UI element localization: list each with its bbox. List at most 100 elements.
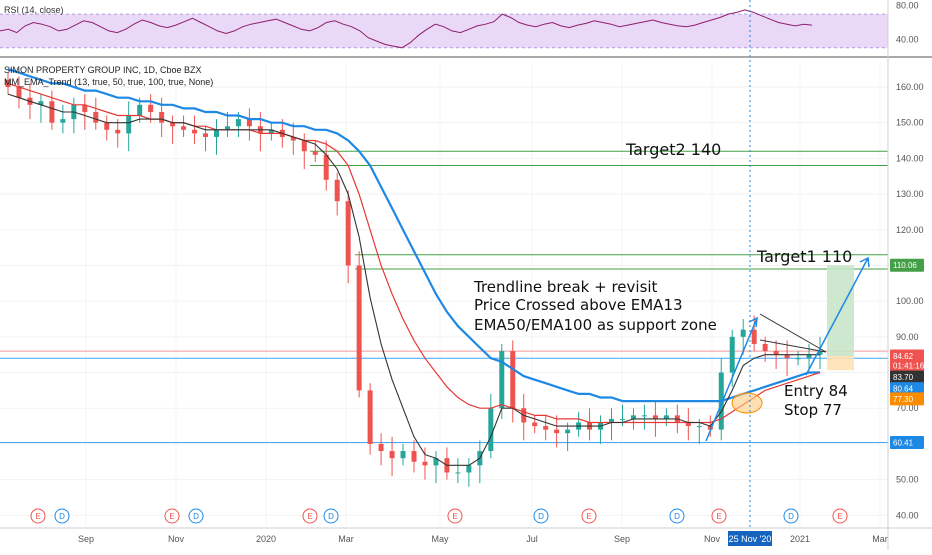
price-badge-label: 01:41:16 bbox=[893, 362, 925, 371]
event-marker-earnings bbox=[447, 508, 463, 524]
candle-body bbox=[565, 429, 571, 434]
candle-body bbox=[630, 415, 636, 419]
candle-body bbox=[762, 343, 768, 352]
candle-body bbox=[729, 336, 735, 373]
rsi-band bbox=[0, 14, 888, 48]
time-tick-label: Jul bbox=[526, 534, 538, 544]
candle-body bbox=[499, 351, 505, 409]
event-marker-label: D bbox=[328, 512, 334, 521]
candle-body bbox=[455, 472, 461, 474]
event-marker-label: E bbox=[837, 512, 842, 521]
candle-body bbox=[422, 461, 428, 466]
time-tick-label: Mar bbox=[872, 534, 888, 544]
event-marker-label: D bbox=[59, 512, 65, 521]
event-marker-dividend bbox=[533, 508, 549, 524]
candle-body bbox=[652, 415, 658, 419]
candle-body bbox=[115, 129, 121, 134]
candle-body bbox=[609, 418, 615, 423]
time-tick-label: May bbox=[431, 534, 449, 544]
time-tick-label: Nov bbox=[168, 534, 185, 544]
candle-body bbox=[137, 104, 143, 116]
event-marker-earnings bbox=[711, 508, 727, 524]
candle-body bbox=[93, 111, 99, 123]
candle-body bbox=[334, 179, 340, 202]
pennant-lower-line bbox=[759, 339, 827, 353]
candle-body bbox=[60, 119, 66, 123]
price-badge-bg bbox=[890, 382, 924, 396]
candle-body bbox=[784, 354, 790, 359]
time-tick-label: 2020 bbox=[256, 534, 276, 544]
price-tick-label: 160.00 bbox=[896, 82, 924, 92]
candle-body bbox=[49, 101, 55, 123]
breakout-arrowhead bbox=[748, 316, 758, 328]
candle-body bbox=[389, 451, 395, 459]
pennant-upper-line bbox=[759, 313, 827, 353]
candle-body bbox=[817, 351, 823, 355]
candle-body bbox=[696, 426, 702, 428]
price-tick-label: 50.00 bbox=[896, 475, 919, 485]
breakout-line bbox=[705, 317, 758, 442]
price-badge-bg bbox=[890, 258, 924, 272]
candle-body bbox=[104, 122, 110, 130]
event-marker-label: E bbox=[169, 512, 174, 521]
event-marker-label: E bbox=[307, 512, 312, 521]
candle-body bbox=[224, 126, 230, 130]
date-badge-label: 25 Nov '20 bbox=[729, 534, 772, 544]
candle-body bbox=[312, 151, 318, 155]
price-tick-label: 100.00 bbox=[896, 296, 924, 306]
candle-body bbox=[345, 201, 351, 266]
event-marker-label: E bbox=[716, 512, 721, 521]
ema50-line bbox=[7, 82, 821, 424]
time-tick-label: 2021 bbox=[790, 534, 810, 544]
event-marker-earnings bbox=[302, 508, 318, 524]
candle-body bbox=[192, 129, 198, 134]
candle-body bbox=[554, 429, 560, 434]
price-grid bbox=[0, 62, 888, 526]
candle-body bbox=[148, 104, 154, 112]
position-zones bbox=[827, 265, 854, 371]
annotation-target2: Target2 140 bbox=[625, 140, 721, 159]
price-badge-label: 110.06 bbox=[893, 261, 917, 270]
time-tick-label: Sep bbox=[614, 534, 630, 544]
price-badge-bg bbox=[890, 392, 924, 406]
event-marker-dividend bbox=[783, 508, 799, 524]
candle-body bbox=[356, 265, 362, 391]
event-marker-dividend bbox=[54, 508, 70, 524]
price-badge-bg bbox=[890, 435, 924, 449]
price-tick-label: 130.00 bbox=[896, 189, 924, 199]
event-marker-earnings bbox=[30, 508, 46, 524]
price-panel: SIMON PROPERTY GROUP INC, 1D, Cboe BZX M… bbox=[0, 0, 888, 528]
price-badge-label: 84.62 bbox=[893, 352, 914, 361]
price-badge-label: 83.70 bbox=[893, 373, 914, 382]
candle-body bbox=[773, 351, 779, 355]
time-tick-label: Mar bbox=[338, 534, 354, 544]
rsi-tick-label: 80.00 bbox=[896, 1, 919, 11]
candle-body bbox=[323, 154, 329, 180]
candle-body bbox=[740, 329, 746, 337]
event-marker-label: D bbox=[538, 512, 544, 521]
time-axis: Sep Nov 2020 Mar May Jul Sep Nov 2021 Mar bbox=[78, 534, 888, 544]
annotation-thesis-2: Price Crossed above EMA13 bbox=[474, 296, 683, 314]
annotation-thesis-1: Trendline break + revisit bbox=[473, 278, 658, 296]
price-badge-label: 80.64 bbox=[893, 385, 914, 394]
candle-body bbox=[806, 354, 812, 359]
chart-title: SIMON PROPERTY GROUP INC, 1D, Cboe BZX bbox=[4, 65, 202, 75]
crossover-highlight bbox=[731, 392, 763, 414]
price-axis: 40.0050.0060.0070.0080.0090.00100.00110.… bbox=[896, 82, 924, 520]
price-tick-label: 140.00 bbox=[896, 153, 924, 163]
price-tick-label: 120.00 bbox=[896, 225, 924, 235]
rsi-line bbox=[0, 9, 813, 49]
date-badge-bg bbox=[728, 531, 772, 546]
candle-body bbox=[433, 458, 439, 466]
price-badge-label: 77.30 bbox=[893, 395, 914, 404]
event-marker-label: D bbox=[788, 512, 794, 521]
candle-body bbox=[751, 329, 757, 344]
rsi-tick-label: 40.00 bbox=[896, 34, 919, 44]
candle-body bbox=[301, 140, 307, 152]
candle-body bbox=[619, 418, 625, 420]
event-marker-label: E bbox=[35, 512, 40, 521]
